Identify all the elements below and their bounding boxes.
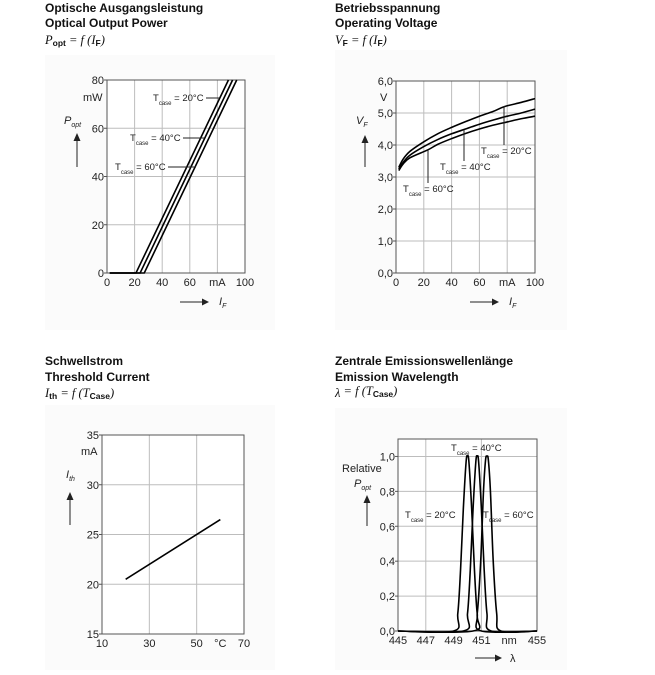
y-tick-label: 1,0 <box>380 451 395 463</box>
y-tick-label: 60 <box>92 123 104 135</box>
arrow-up-icon <box>73 133 81 167</box>
arrow-up-icon <box>363 495 371 526</box>
x-tick-label: mA <box>499 277 516 289</box>
y-tick-label: 0,4 <box>380 556 395 568</box>
x-axis-label-if: IF <box>509 296 517 310</box>
y-axis-label-ith: Ith <box>66 469 75 483</box>
y-tick-label: 80 <box>92 75 104 87</box>
x-tick-label: 60 <box>473 277 485 289</box>
y-unit-label: mA <box>81 446 98 458</box>
annotation-tcase-20: Tcase = 20°C <box>481 146 532 160</box>
x-tick-label: 10 <box>96 638 108 650</box>
title-en-threshold-current: Threshold Current <box>45 370 150 384</box>
x-tick-label: 445 <box>389 635 407 647</box>
x-tick-label: 20 <box>128 277 140 289</box>
series-line-2 <box>397 455 538 634</box>
series-line-1 <box>125 518 221 580</box>
series-line-3 <box>398 115 536 172</box>
x-tick-label: 100 <box>236 277 254 289</box>
arrow-right-icon <box>470 298 499 306</box>
x-tick-label: 60 <box>184 277 196 289</box>
y-tick-label: 25 <box>87 530 99 542</box>
plot-area <box>398 439 537 631</box>
x-tick-label: mA <box>209 277 226 289</box>
series-line-3 <box>397 455 538 634</box>
x-tick-label: 455 <box>528 635 546 647</box>
y-unit-label: mW <box>83 92 103 104</box>
x-tick-label: nm <box>502 635 517 647</box>
x-tick-label: 447 <box>417 635 435 647</box>
y-tick-label: 4,0 <box>378 140 393 152</box>
y-tick-label: 0,2 <box>380 591 395 603</box>
annotation-tcase-40: Tcase = 40°C <box>130 133 181 147</box>
y-tick-label: 0,0 <box>380 626 395 638</box>
x-tick-label: 0 <box>393 277 399 289</box>
y-axis-label-popt: Popt <box>64 115 82 129</box>
y-tick-label: 2,0 <box>378 204 393 216</box>
y-tick-label: 0,6 <box>380 521 395 533</box>
title-en-optical-power: Optical Output Power <box>45 16 168 30</box>
annotation-tcase-20: Tcase = 20°C <box>153 93 204 107</box>
x-tick-label: 0 <box>104 277 110 289</box>
x-tick-label: 449 <box>444 635 462 647</box>
formula-optical-power: Popt = f (IF) <box>44 33 105 48</box>
x-tick-label: 451 <box>472 635 490 647</box>
x-tick-label: 40 <box>156 277 168 289</box>
title-en-operating-voltage: Operating Voltage <box>335 16 438 30</box>
title-en-emission-wavelength: Emission Wavelength <box>335 370 459 384</box>
annotation-tcase-60: Tcase = 60°C <box>483 510 534 524</box>
title-de-optical-power: Optische Ausgangsleistung <box>45 1 203 15</box>
arrow-up-icon <box>361 135 369 167</box>
y-tick-label: 0,8 <box>380 486 395 498</box>
y-tick-label: 3,0 <box>378 172 393 184</box>
y-tick-label: 5,0 <box>378 108 393 120</box>
x-tick-label: 30 <box>143 638 155 650</box>
y-tick-label: 0,0 <box>378 268 393 280</box>
arrow-up-icon <box>66 492 74 525</box>
x-axis-label-lambda: λ <box>510 653 516 665</box>
series-line-2 <box>398 108 536 170</box>
y-tick-label: 30 <box>87 480 99 492</box>
annotation-tcase-60: Tcase = 60°C <box>403 184 454 198</box>
arrow-right-icon <box>180 298 209 306</box>
y-tick-label: 20 <box>87 579 99 591</box>
x-tick-label: 40 <box>445 277 457 289</box>
y-tick-label: 40 <box>92 172 104 184</box>
x-tick-label: 20 <box>418 277 430 289</box>
y-axis-label-relative: Relative <box>342 463 382 475</box>
y-axis-label-vf: VF <box>356 115 368 129</box>
y-tick-label: 6,0 <box>378 76 393 88</box>
annotation-tcase-60: Tcase = 60°C <box>115 162 166 176</box>
x-tick-label: °C <box>214 638 226 650</box>
y-unit-label: V <box>380 92 388 104</box>
x-tick-label: 70 <box>238 638 250 650</box>
annotation-tcase-40: Tcase = 40°C <box>440 162 491 176</box>
title-de-emission-wavelength: Zentrale Emissionswellenlänge <box>335 354 513 368</box>
series-line-3 <box>109 79 238 274</box>
x-tick-label: 100 <box>526 277 544 289</box>
y-tick-label: 1,0 <box>378 236 393 248</box>
y-tick-label: 15 <box>87 629 99 641</box>
formula-threshold-current: Ith = f (TCase) <box>44 386 114 401</box>
y-tick-label: 35 <box>87 430 99 442</box>
x-tick-label: 50 <box>191 638 203 650</box>
annotation-tcase-20: Tcase = 20°C <box>405 510 456 524</box>
formula-operating-voltage: VF = f (IF) <box>335 33 387 48</box>
y-tick-label: 0 <box>98 268 104 280</box>
arrow-right-icon <box>475 654 502 662</box>
series-line-1 <box>398 97 536 168</box>
annotation-tcase-40: Tcase = 40°C <box>451 443 502 457</box>
title-de-operating-voltage: Betriebsspannung <box>335 1 440 15</box>
x-axis-label-if: IF <box>219 296 227 310</box>
title-de-threshold-current: Schwellstrom <box>45 354 123 368</box>
y-tick-label: 20 <box>92 220 104 232</box>
y-axis-label-popt: Popt <box>354 478 372 492</box>
formula-emission-wavelength: λ = f (TCase) <box>334 384 397 400</box>
